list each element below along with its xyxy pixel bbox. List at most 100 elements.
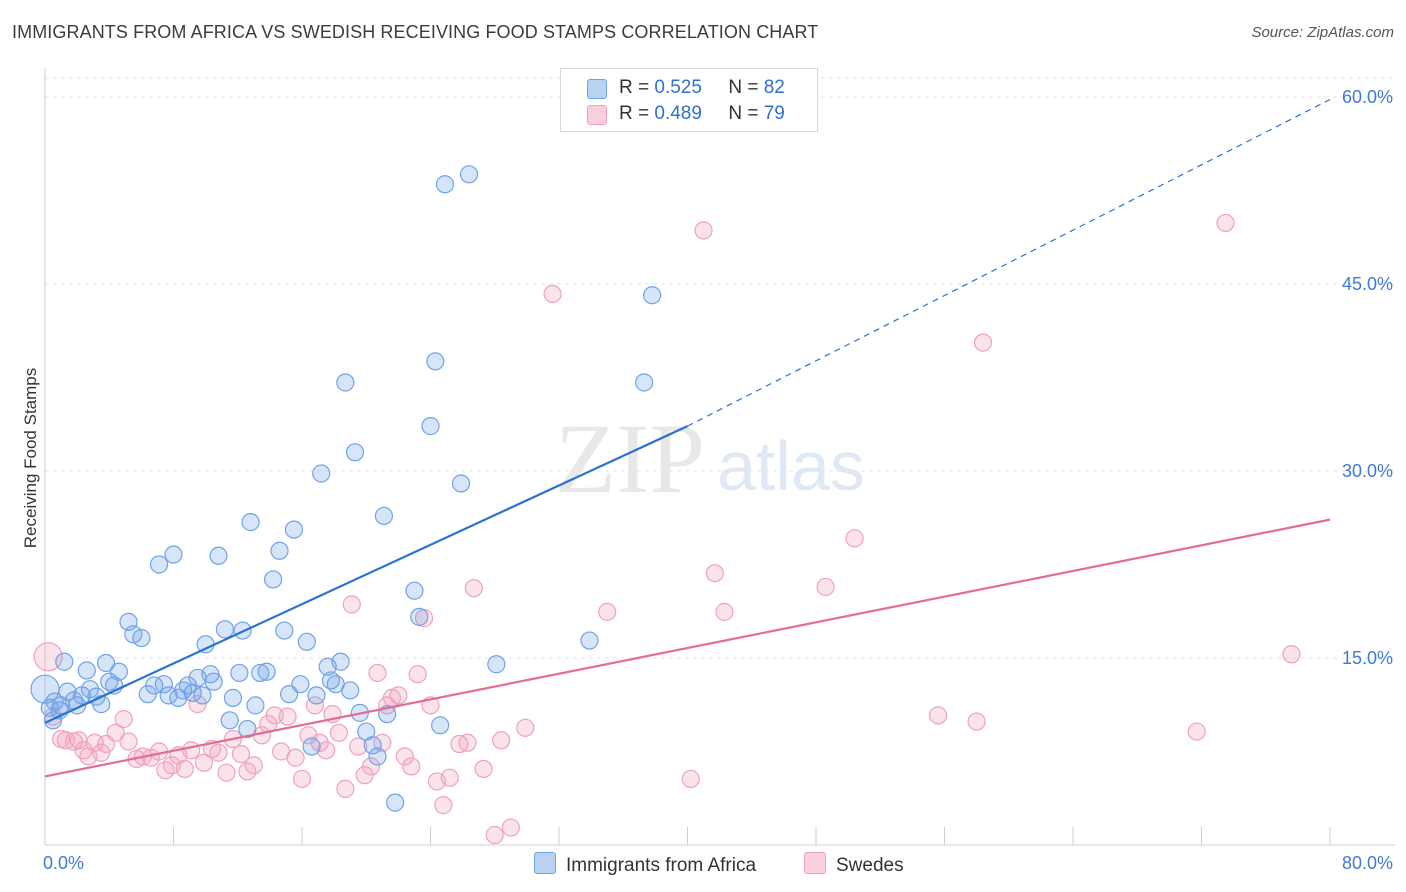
x-tick-label: 80.0%: [1342, 853, 1393, 873]
africa-point: [291, 675, 310, 694]
africa-point: [263, 570, 283, 589]
africa-point: [193, 686, 212, 705]
bottom-legend-label-swedes: Swedes: [836, 855, 904, 876]
swedes-point: [543, 284, 562, 304]
swedes-point: [342, 595, 361, 614]
africa-point: [92, 695, 111, 714]
swedes-point: [33, 642, 63, 672]
africa-trend-line: [44, 425, 688, 724]
y-tick-label: 60.0%: [1342, 87, 1393, 107]
africa-point: [368, 747, 387, 766]
africa-point: [223, 688, 243, 707]
swedes-point: [217, 763, 236, 782]
africa-point: [643, 286, 662, 305]
swedes-point: [967, 712, 986, 731]
swedes-point: [492, 731, 511, 750]
africa-point: [410, 607, 429, 626]
legend-n-value: 82: [763, 77, 785, 98]
chart-title: IMMIGRANTS FROM AFRICA VS SWEDISH RECEIV…: [12, 22, 819, 42]
africa-trend-extension: [687, 98, 1331, 427]
x-tick-label: 0.0%: [43, 853, 84, 873]
swedes-point: [286, 748, 305, 767]
swedes-point: [715, 602, 734, 621]
legend-r-label: R =: [619, 77, 650, 98]
swedes-point: [231, 744, 251, 764]
legend-n-label: N =: [728, 77, 759, 98]
swedes-point: [244, 756, 263, 775]
africa-point: [246, 696, 265, 715]
africa-point: [284, 520, 304, 539]
swedes-point: [434, 796, 453, 815]
africa-point: [77, 661, 96, 680]
tick-labels: 15.0% 30.0% 45.0% 60.0% 0.0% 80.0%: [43, 87, 1393, 873]
africa-point: [257, 662, 276, 681]
swedes-point: [681, 769, 700, 789]
swedes-point: [458, 733, 477, 752]
africa-point: [154, 675, 173, 694]
legend-swatch-africa: [587, 79, 607, 99]
legend-r-value: 0.525: [654, 77, 702, 98]
swedes-point: [598, 602, 617, 621]
swedes-point: [182, 741, 201, 760]
swedes-point: [292, 769, 312, 789]
swedes-point: [209, 743, 228, 762]
swedes-point: [1216, 213, 1235, 233]
africa-point: [297, 632, 316, 651]
africa-point: [55, 652, 74, 671]
swedes-point: [114, 709, 133, 729]
legend-r-value: 0.489: [654, 103, 702, 124]
swedes-point: [278, 707, 297, 726]
africa-point: [487, 655, 506, 674]
swedes-point: [316, 741, 336, 760]
africa-point: [459, 165, 479, 184]
swedes-points: [33, 213, 1301, 845]
swedes-point: [175, 759, 194, 779]
africa-point: [580, 631, 599, 650]
africa-point: [149, 555, 169, 574]
africa-point: [331, 652, 350, 671]
swedes-point: [395, 747, 414, 766]
swedes-point: [92, 743, 111, 762]
swedes-point: [106, 723, 125, 742]
swedes-point: [474, 759, 493, 779]
africa-point: [341, 681, 360, 700]
swedes-trend-line: [44, 518, 1331, 778]
africa-point: [386, 793, 405, 812]
legend-swatch-swedes: [587, 105, 607, 125]
africa-point: [336, 373, 355, 392]
africa-point: [363, 736, 382, 755]
africa-point: [312, 464, 331, 483]
bottom-legend-label-africa: Immigrants from Africa: [566, 855, 757, 876]
y-tick-label: 30.0%: [1342, 461, 1393, 481]
swedes-point: [361, 757, 381, 776]
africa-point: [132, 628, 151, 648]
africa-point: [241, 513, 260, 532]
y-tick-label: 45.0%: [1342, 274, 1393, 294]
africa-point: [270, 541, 289, 560]
africa-point: [426, 352, 445, 371]
swedes-point: [816, 577, 835, 597]
africa-point: [215, 620, 234, 639]
trend-lines: [44, 98, 1331, 778]
africa-point: [80, 680, 100, 699]
africa-point: [109, 662, 128, 681]
bottom-legend-africa: Immigrants from Africa: [534, 852, 756, 877]
swedes-point: [119, 732, 138, 751]
source-label: Source: ZipAtlas.com: [1251, 24, 1394, 41]
legend-r-label: R =: [619, 103, 650, 124]
africa-point: [307, 686, 326, 705]
swedes-point: [928, 706, 948, 725]
africa-point: [374, 506, 394, 525]
africa-point: [405, 581, 424, 600]
africa-point: [96, 653, 116, 673]
swedes-point: [485, 825, 504, 845]
bottom-legend-swatch-swedes: [804, 852, 826, 874]
swedes-point: [336, 779, 355, 799]
africa-point: [431, 716, 450, 735]
watermark-atlas: atlas: [717, 427, 865, 505]
y-axis-label: Receiving Food Stamps: [21, 368, 40, 548]
africa-point: [345, 443, 365, 462]
swedes-point: [464, 579, 483, 598]
africa-point: [302, 737, 321, 756]
swedes-point: [389, 686, 408, 705]
